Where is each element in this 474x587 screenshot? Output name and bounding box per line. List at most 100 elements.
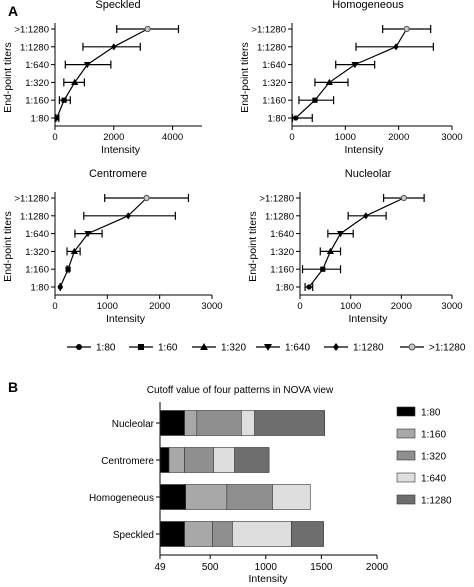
- y-tick-label: Nucleolar: [112, 419, 155, 430]
- x-tick-label: 1500: [310, 562, 333, 573]
- x-tick-label: 3000: [441, 301, 462, 312]
- y-tick-label: Centromere: [101, 456, 154, 467]
- data-point: [84, 231, 92, 238]
- x-tick-label: 0: [52, 132, 57, 143]
- x-tick-label: 1000: [255, 562, 278, 573]
- legend-marker: [76, 344, 82, 350]
- x-tick-label: 0: [297, 301, 302, 312]
- y-tick-label: 1:160: [25, 265, 49, 276]
- x-axis-label: Intensity: [248, 573, 288, 585]
- y-tick-label: 1:1280: [257, 42, 286, 53]
- y-tick-label: Homogeneous: [89, 493, 154, 504]
- y-axis-label: End-point titers: [247, 211, 259, 282]
- y-tick-label: 1:80: [276, 283, 295, 294]
- x-tick-label: 1000: [335, 132, 356, 143]
- legend-label: 1:1280: [353, 343, 384, 354]
- bar-segment-1:640: [241, 410, 255, 436]
- legend-marker: [200, 343, 208, 350]
- y-tick-label: Speckled: [113, 530, 154, 541]
- y-tick-label: 1:80: [31, 283, 50, 294]
- legend-marker: [408, 343, 416, 351]
- y-tick-label: >1:1280: [259, 194, 294, 205]
- bar-segment-1:160: [168, 447, 185, 473]
- x-axis-label: Intensity: [344, 144, 384, 156]
- line-chart-speckled: Speckled 1:80 1:160 1:320 1:640 1:1280 >1:1280…: [2, 0, 202, 156]
- x-tick-label: 2000: [366, 562, 389, 573]
- y-tick-label: 1:640: [270, 229, 294, 240]
- legend-label: 1:640: [421, 474, 446, 485]
- y-tick-label: 1:80: [268, 114, 287, 125]
- line-legend: 1:80 1:60 1:320 1:640 1:1280 >1:1280: [67, 343, 466, 354]
- x-tick-label: 500: [202, 562, 219, 573]
- bar-segment-1:80: [159, 521, 185, 547]
- bar-segment-1:1280: [234, 447, 270, 473]
- legend-label: 1:80: [96, 343, 116, 354]
- data-point: [143, 194, 150, 202]
- bar-segment-1:80: [159, 410, 185, 436]
- data-point: [400, 194, 407, 202]
- legend-label: 1:80: [421, 408, 441, 419]
- line-chart-nucleolar: Nucleolar 1:80 1:160 1:320 1:640 1:1280 >1:128…: [247, 168, 463, 325]
- x-tick-label: 0: [52, 301, 57, 312]
- legend-swatch: [396, 472, 416, 483]
- x-tick-label: 1000: [340, 301, 361, 312]
- y-tick-label: 1:160: [25, 96, 49, 107]
- data-point: [70, 247, 78, 254]
- x-tick-label: 3000: [201, 301, 222, 312]
- series-line: [59, 197, 148, 288]
- x-tick-label: 2000: [103, 132, 124, 143]
- bar-segment-1:1280: [254, 410, 326, 436]
- y-tick-label: 1:80: [31, 114, 50, 125]
- legend-marker: [333, 343, 339, 351]
- y-tick-label: 1:160: [262, 96, 286, 107]
- x-tick-label: 2000: [388, 132, 409, 143]
- y-tick-label: >1:1280: [14, 25, 49, 36]
- y-tick-label: >1:1280: [14, 194, 49, 205]
- data-point: [351, 62, 359, 69]
- data-point: [57, 284, 63, 290]
- series-line: [308, 197, 405, 288]
- y-axis-label: End-point titers: [239, 42, 251, 113]
- y-tick-label: 1:320: [262, 78, 286, 89]
- data-point: [363, 212, 369, 220]
- legend-label: 1:320: [221, 343, 246, 354]
- chart-title: Homogeneous: [332, 0, 404, 11]
- data-point: [306, 284, 312, 290]
- bar-segment-1:160: [185, 484, 228, 510]
- data-point: [403, 25, 410, 33]
- panel-a-label: A: [8, 3, 18, 19]
- bar-legend: 1:80 1:160 1:320 1:640 1:1280: [396, 406, 452, 507]
- bar-segment-1:640: [272, 484, 311, 510]
- x-tick-label: 3000: [441, 132, 462, 143]
- data-point: [325, 78, 333, 85]
- panel-b-label: B: [8, 379, 18, 395]
- legend-label: 1:640: [285, 343, 310, 354]
- bar-segment-1:80: [159, 484, 186, 510]
- y-tick-label: 1:640: [25, 229, 49, 240]
- y-tick-label: 1:1280: [20, 42, 49, 53]
- y-axis-label: End-point titers: [2, 211, 14, 282]
- legend-label: 1:60: [158, 343, 178, 354]
- legend-marker: [138, 344, 144, 350]
- legend-label: 1:320: [421, 452, 446, 463]
- bar-segment-1:80: [159, 447, 170, 473]
- data-point: [393, 43, 399, 51]
- data-point: [125, 212, 131, 220]
- data-point: [111, 43, 117, 51]
- y-tick-label: 1:320: [25, 247, 49, 258]
- data-point: [144, 25, 151, 33]
- chart-title: Nucleolar: [345, 168, 392, 180]
- data-point: [83, 62, 91, 69]
- data-point: [71, 78, 79, 85]
- data-point: [54, 115, 60, 121]
- legend-swatch: [396, 450, 416, 461]
- legend-swatch: [396, 494, 416, 505]
- bar-segment-1:160: [184, 521, 213, 547]
- y-tick-label: >1:1280: [251, 25, 286, 36]
- x-tick-label: 2000: [149, 301, 170, 312]
- y-tick-label: 1:1280: [20, 211, 49, 222]
- chart-title: Centromere: [89, 168, 147, 180]
- line-chart-centromere: Centromere 1:80 1:160 1:320 1:640 1:1280 >1:12…: [2, 168, 223, 325]
- x-tick-label: 49: [154, 562, 166, 573]
